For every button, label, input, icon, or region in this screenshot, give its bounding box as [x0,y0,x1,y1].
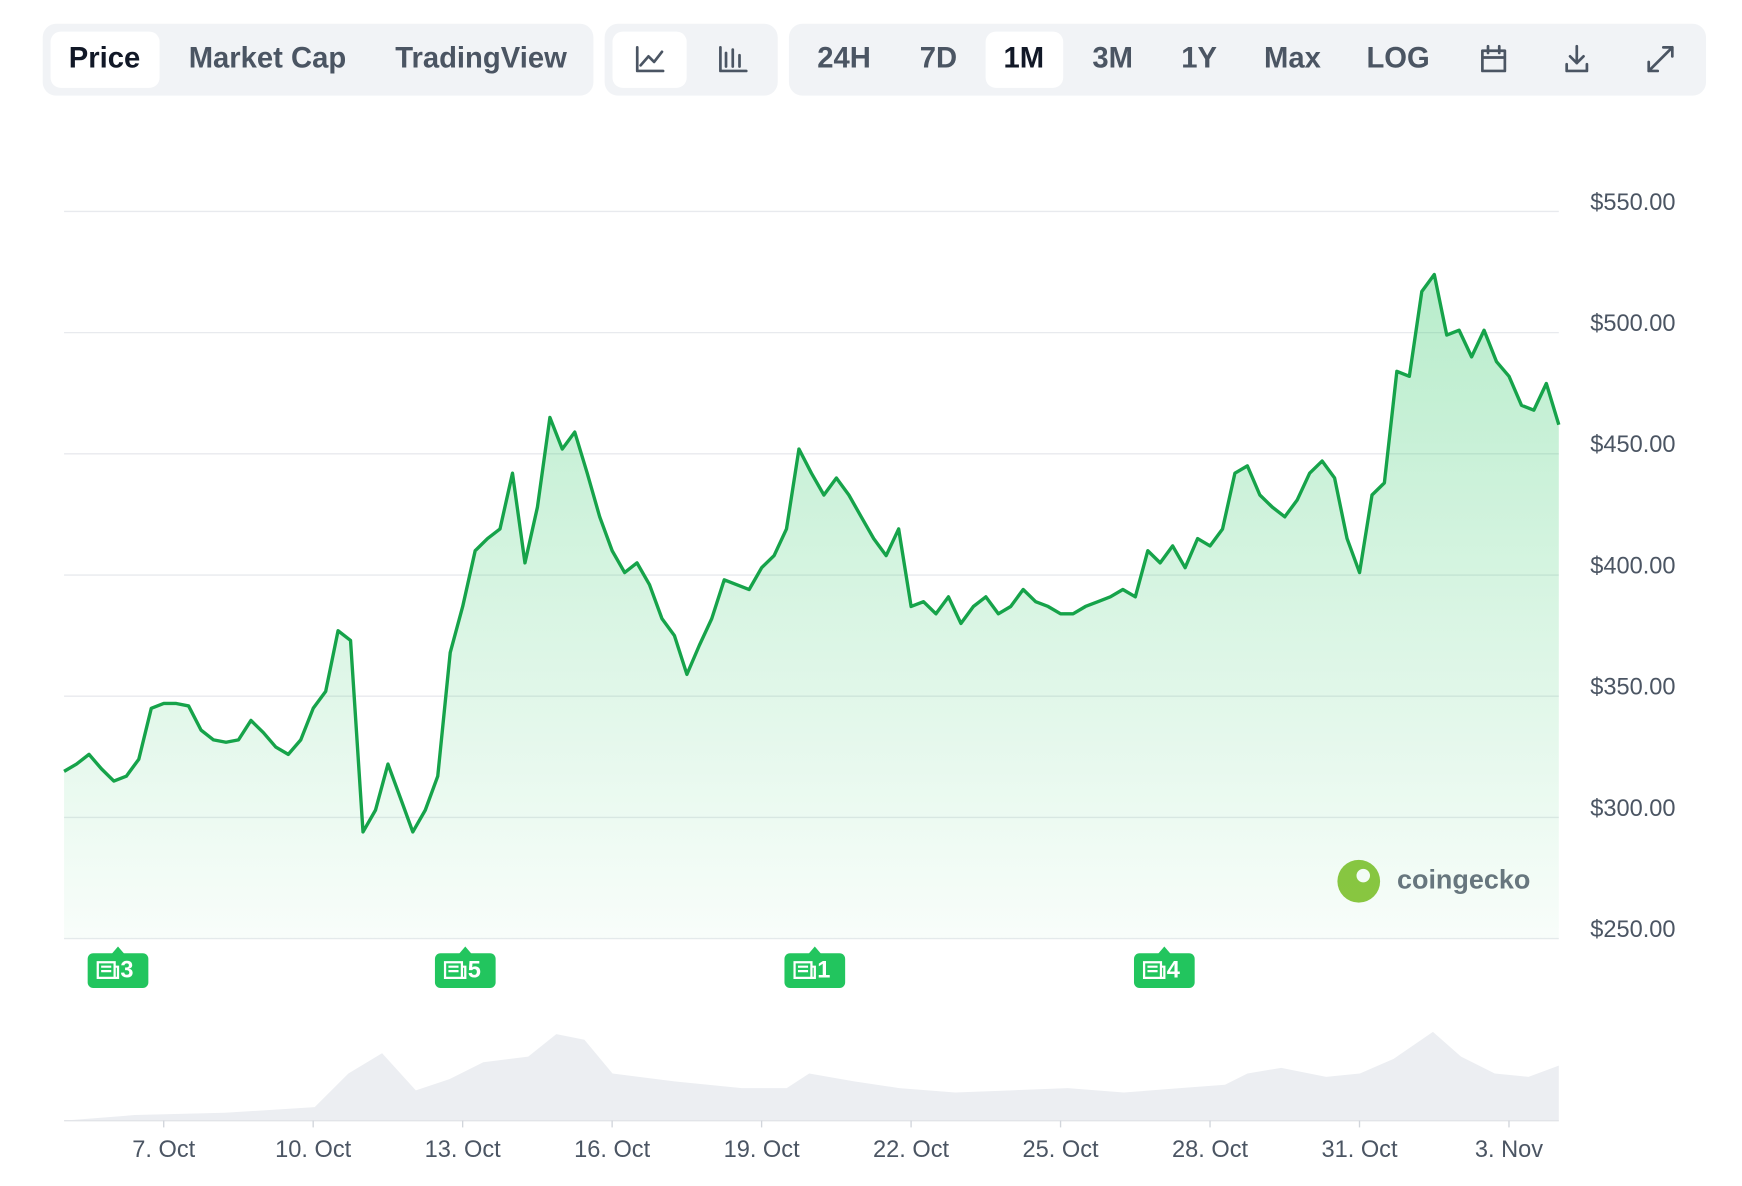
download-icon[interactable] [1565,44,1589,73]
x-tick-label: 31. Oct [1321,1137,1398,1163]
y-tick-label: $550.00 [1590,190,1675,216]
tab-group [42,23,594,96]
news-badge[interactable]: 1 [784,946,846,989]
range[interactable]: 1Y [1181,42,1217,74]
log-toggle[interactable]: LOG [1366,42,1429,74]
toolbar: Price Market Cap TradingView 24H 7D 1M 3… [42,23,1707,96]
news-icon [793,961,816,980]
x-tick-label: 3. Nov [1475,1137,1543,1163]
news-badge[interactable]: 5 [434,946,496,989]
range[interactable]: 7D [920,42,957,74]
news-badge[interactable]: 4 [1133,946,1195,989]
y-tick-label: $450.00 [1590,432,1675,458]
line-chart-icon[interactable] [635,46,665,73]
range[interactable]: 3M [1092,42,1133,74]
x-tick-label: 22. Oct [873,1137,950,1163]
range[interactable]: Max [1264,42,1322,74]
range[interactable]: 1M [1004,42,1045,74]
x-tick-label: 19. Oct [724,1137,801,1163]
news-icon [96,961,120,980]
x-tick-label: 13. Oct [425,1137,502,1163]
news-icon [443,961,467,980]
news-badge-count: 4 [1167,957,1180,983]
candle-chart-icon[interactable] [719,46,748,73]
y-tick-label: $250.00 [1590,917,1675,943]
range-selected [985,31,1064,88]
y-tick-label: $300.00 [1590,796,1675,822]
range[interactable]: 24H [817,42,871,74]
news-badge-pointer [1157,946,1172,955]
x-tick-label: 25. Oct [1023,1137,1100,1163]
news-badge-pointer [808,946,822,955]
x-tick-label: 28. Oct [1172,1137,1249,1163]
news-icon [1142,961,1166,980]
price-area [64,274,1559,939]
tab-selected [50,31,160,88]
news-badge-count: 5 [468,957,481,983]
x-tick-label: 10. Oct [275,1137,352,1163]
fullscreen-icon[interactable] [1647,46,1674,73]
x-tick-label: 16. Oct [574,1137,651,1163]
y-tick-label: $500.00 [1590,311,1675,337]
news-badge-pointer [458,946,473,955]
news-badge[interactable]: 3 [87,946,149,989]
y-tick-label: $350.00 [1590,675,1675,701]
y-tick-label: $400.00 [1590,553,1675,579]
news-badge-pointer [111,946,125,955]
price-line [63,272,1561,834]
tab[interactable]: Market Cap [189,42,347,74]
tab[interactable]: Price [69,42,140,74]
news-badge-count: 1 [817,957,830,983]
tab[interactable]: TradingView [395,42,567,74]
volume-area [64,1031,1559,1121]
chart-type-selected [612,31,687,88]
news-badge-count: 3 [120,957,133,983]
x-tick-label: 7. Oct [132,1137,195,1163]
calendar-icon[interactable] [1481,44,1507,73]
